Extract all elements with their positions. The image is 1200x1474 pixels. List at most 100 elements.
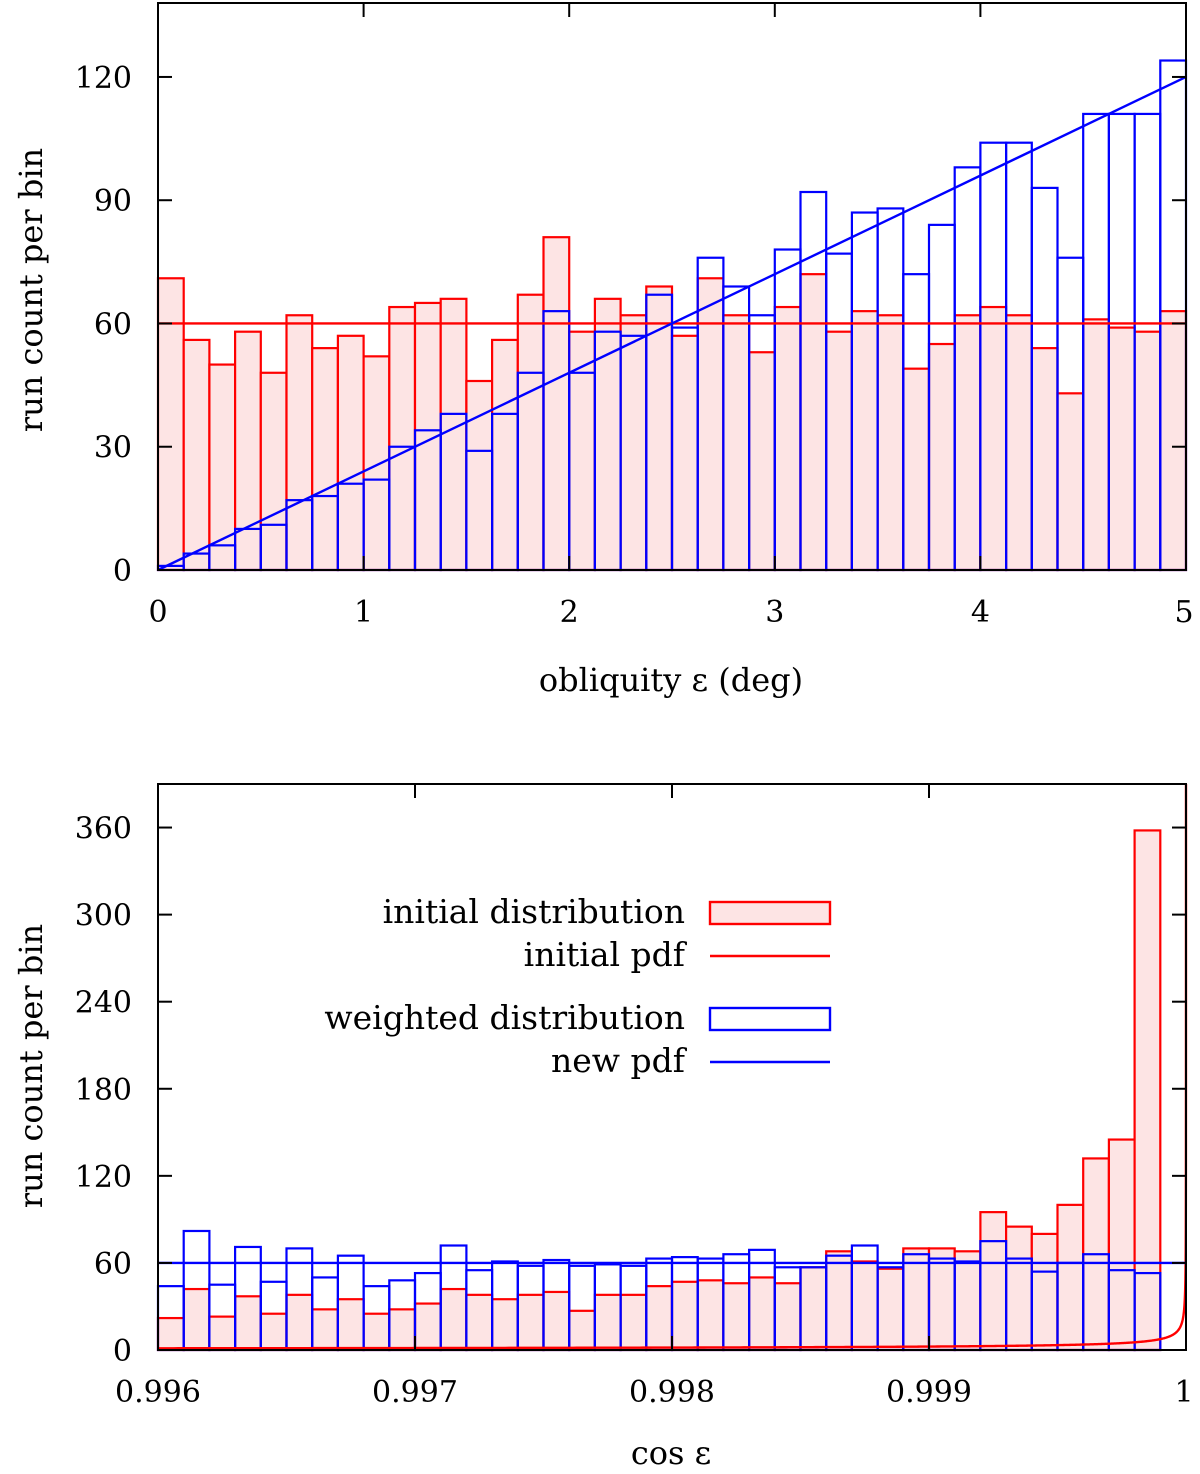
initial-distribution-bar <box>747 351 776 572</box>
y-tick-label: 240 <box>75 986 132 1021</box>
chart-obliquity-histogram: 0 30 60 90 120 0 1 2 3 4 5 obliquity ε (deg) run c… <box>12 2 1194 699</box>
initial-distribution-bar <box>670 1280 699 1352</box>
initial-distribution-bar <box>311 1308 340 1352</box>
x-tick-label: 0.996 <box>115 1375 201 1410</box>
initial-distribution-bar <box>696 1279 725 1352</box>
initial-distribution-bar <box>285 314 314 572</box>
initial-distribution-bar <box>542 236 571 572</box>
legend-label: initial pdf <box>524 935 688 974</box>
initial-distribution-bar <box>645 1285 674 1352</box>
legend-entry-initial-pdf: initial pdf <box>524 935 830 974</box>
initial-distribution-bar <box>619 1293 648 1352</box>
initial-distribution-bar <box>1004 314 1033 572</box>
legend-swatch-filled-box <box>708 900 832 926</box>
y-tick-label: 120 <box>75 1160 132 1195</box>
initial-distribution-bar <box>799 1266 828 1352</box>
x-tick-label: 4 <box>971 595 990 630</box>
initial-distribution-bar <box>1107 1138 1136 1352</box>
initial-distribution-bar <box>568 1309 597 1352</box>
initial-distribution-bar <box>491 338 519 572</box>
initial-distribution-bar <box>979 1211 1008 1352</box>
initial-distribution-bar <box>593 297 622 572</box>
x-tick-label: 0.998 <box>629 1375 715 1410</box>
legend-entry-weighted-distribution: weighted distribution <box>324 998 832 1037</box>
initial-distribution-bar <box>542 1290 571 1352</box>
legend-entry-new-pdf: new pdf <box>551 1041 830 1080</box>
initial-distribution-bar <box>799 273 828 572</box>
initial-distribution-bar <box>259 1312 288 1352</box>
x-axis-label: obliquity ε (deg) <box>539 661 803 699</box>
x-tick-label: 3 <box>765 595 784 630</box>
initial-distribution-bar <box>1030 347 1059 572</box>
x-tick-label: 0.997 <box>372 1375 458 1410</box>
initial-distribution-bar <box>1133 330 1162 572</box>
x-tick-label: 0 <box>148 595 167 630</box>
initial-distribution-bar <box>182 1287 211 1352</box>
initial-distribution-bar <box>1056 1203 1085 1352</box>
initial-distribution-bar <box>439 297 468 572</box>
axes: 0 30 60 90 120 0 1 2 3 4 5 <box>75 2 1194 630</box>
initial-distribution-bar <box>336 1298 365 1352</box>
initial-distribution-bar <box>234 1295 262 1352</box>
initial-distribution-bar <box>362 1312 391 1352</box>
initial-distribution-bar <box>516 293 545 572</box>
initial-distribution-bar <box>1107 326 1136 572</box>
initial-distribution-bar <box>465 379 494 572</box>
initial-distribution-bar <box>876 1267 905 1352</box>
initial-distribution-bar <box>208 1315 237 1352</box>
initial-distribution-bar <box>825 1250 854 1352</box>
legend-label: weighted distribution <box>324 998 685 1037</box>
y-tick-label: 60 <box>94 307 132 342</box>
initial-distribution-bar <box>491 1298 519 1352</box>
initial-distribution-bar <box>388 1308 417 1352</box>
initial-distribution-bar <box>722 314 751 572</box>
initial-distribution-bar <box>336 334 365 572</box>
initial-distribution-bar <box>1159 310 1188 572</box>
initial-distribution-bar <box>876 314 905 572</box>
legend-swatch-open-box <box>708 1006 832 1032</box>
initial-distribution-bar <box>670 334 699 572</box>
axes: 0 60 120 180 240 300 360 0.996 0.997 0.998 0.999 1 <box>75 783 1194 1410</box>
initial-distribution-bar <box>516 1293 545 1352</box>
legend-label: initial distribution <box>383 892 685 931</box>
legend-entry-initial-distribution: initial distribution <box>383 892 832 931</box>
new-pdf-curve <box>157 75 1187 572</box>
initial-distribution-bar <box>696 277 725 572</box>
initial-distribution-bar <box>285 1293 314 1352</box>
initial-distribution-bar <box>825 330 854 572</box>
initial-distribution-bar <box>259 371 288 572</box>
initial-distribution-bar <box>388 305 417 572</box>
initial-distribution-bar <box>593 1293 622 1352</box>
x-tick-label: 0.999 <box>886 1375 972 1410</box>
y-tick-label: 60 <box>94 1247 132 1282</box>
initial-distribution-bar <box>927 342 956 572</box>
x-tick-label: 2 <box>560 595 579 630</box>
initial-distribution-bar <box>953 1250 982 1352</box>
initial-distribution-bar <box>1082 318 1110 572</box>
initial-distribution-bar <box>439 1287 468 1352</box>
y-tick-label: 180 <box>75 1073 132 1108</box>
y-tick-label: 0 <box>113 554 132 589</box>
initial-distribution-bar <box>362 355 391 572</box>
initial-distribution-bar <box>182 338 211 572</box>
initial-distribution-bar <box>465 1293 494 1352</box>
initial-distribution-bar <box>1056 392 1085 572</box>
initial-distribution-bar <box>953 314 982 572</box>
plot-frame <box>157 2 1187 571</box>
y-tick-label: 30 <box>94 431 132 466</box>
initial-distribution-bar <box>773 1282 802 1352</box>
initial-distribution-bar <box>722 1282 751 1352</box>
initial-distribution-bar <box>747 1276 776 1352</box>
initial-distribution-bar <box>156 1316 185 1352</box>
initial-distribution-bar <box>979 305 1008 572</box>
initial-distribution-bar <box>1030 1232 1059 1352</box>
y-axis-label: run count per bin <box>12 924 50 1208</box>
y-tick-label: 300 <box>75 899 132 934</box>
legend: initial distribution initial pdf weighte… <box>324 892 832 1080</box>
initial-distribution-bar <box>234 330 262 572</box>
initial-distribution-bar <box>311 347 340 572</box>
y-axis-label: run count per bin <box>12 148 50 432</box>
initial-distribution-bar <box>850 1260 879 1352</box>
initial-pdf-curve <box>157 784 1188 1350</box>
